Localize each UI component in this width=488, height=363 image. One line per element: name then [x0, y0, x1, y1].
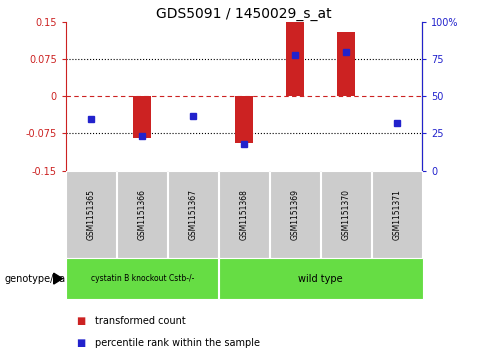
Text: wild type: wild type [298, 274, 343, 284]
Text: transformed count: transformed count [95, 316, 186, 326]
Text: GSM1151365: GSM1151365 [87, 189, 96, 240]
Text: ■: ■ [76, 338, 85, 348]
Text: GSM1151370: GSM1151370 [341, 189, 350, 240]
Text: GSM1151368: GSM1151368 [240, 189, 248, 240]
Title: GDS5091 / 1450029_s_at: GDS5091 / 1450029_s_at [156, 7, 332, 21]
Bar [235, 96, 253, 143]
Text: GSM1151366: GSM1151366 [138, 189, 147, 240]
Text: GSM1151371: GSM1151371 [392, 189, 401, 240]
Text: GSM1151369: GSM1151369 [290, 189, 300, 240]
Bar [337, 32, 355, 96]
Text: ■: ■ [76, 316, 85, 326]
Text: percentile rank within the sample: percentile rank within the sample [95, 338, 260, 348]
Bar [133, 96, 151, 138]
Text: GSM1151367: GSM1151367 [188, 189, 198, 240]
Bar [286, 19, 304, 96]
Text: genotype/variation: genotype/variation [5, 274, 98, 284]
Text: cystatin B knockout Cstb-/-: cystatin B knockout Cstb-/- [91, 274, 194, 283]
